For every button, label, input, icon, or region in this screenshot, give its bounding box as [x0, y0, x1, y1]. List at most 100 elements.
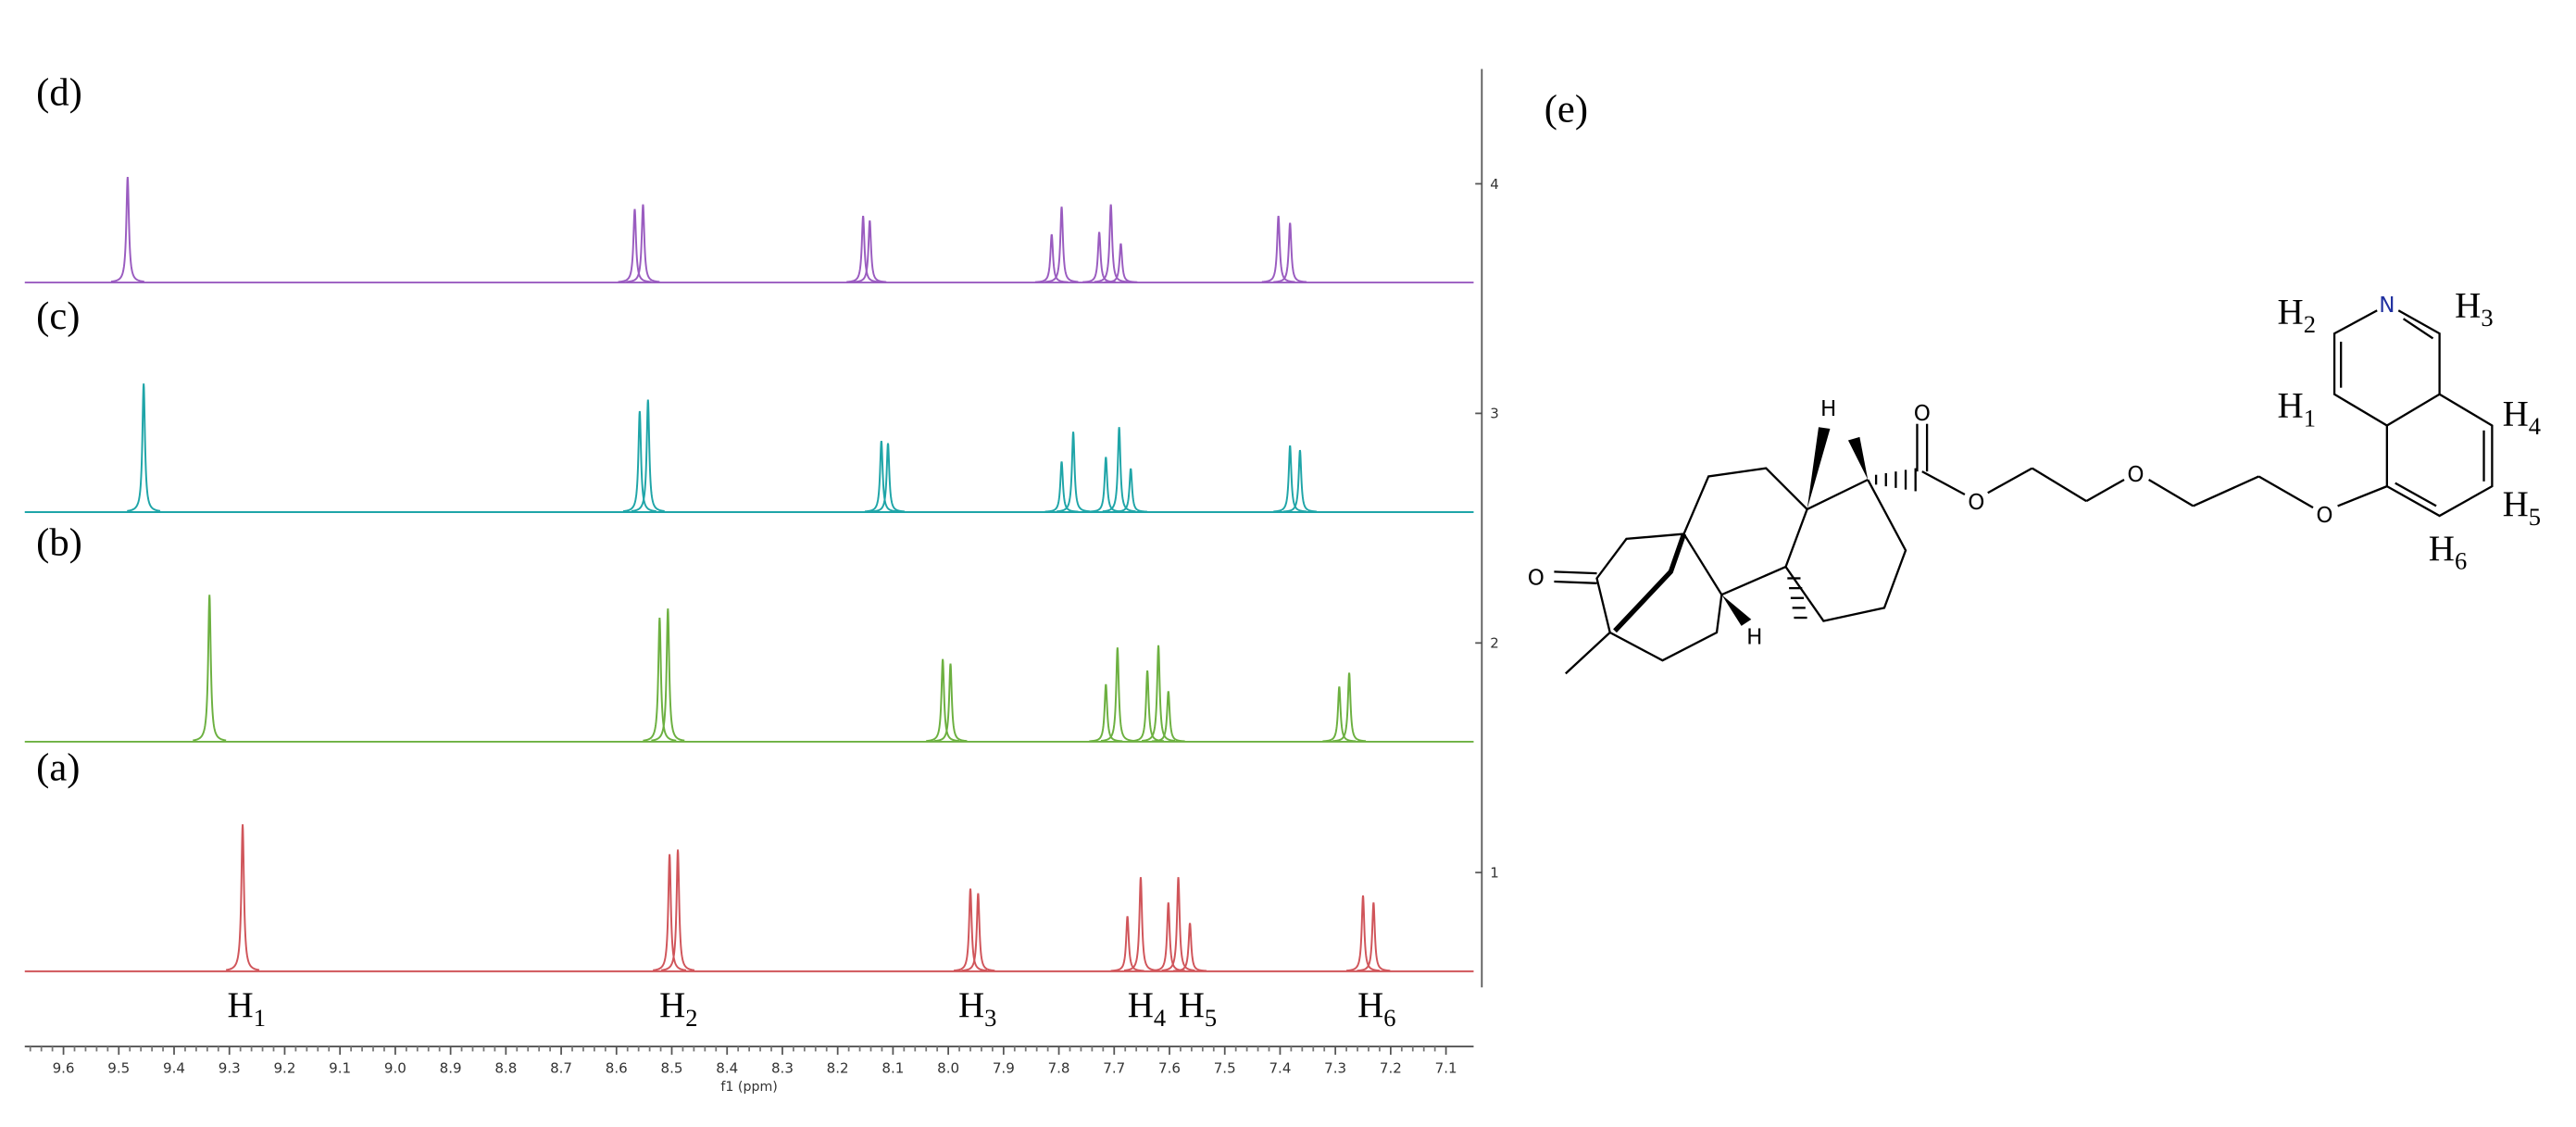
x-tick-label: 9.5: [107, 1059, 130, 1076]
peak: [1044, 207, 1079, 283]
peak-label: H4: [1128, 985, 1166, 1032]
peak-label: H6: [1357, 985, 1395, 1032]
x-tick-label: 9.2: [273, 1059, 295, 1076]
series-label: (d): [36, 71, 82, 115]
proton-label-sub: 3: [2481, 304, 2493, 332]
panel-label: (e): [1544, 87, 1588, 131]
peak: [661, 849, 695, 971]
peak: [1110, 916, 1144, 972]
x-tick-label: 9.3: [219, 1059, 241, 1076]
peak: [933, 663, 968, 743]
peak: [954, 888, 987, 972]
x-tick-label: 8.4: [716, 1059, 738, 1076]
peak: [1100, 647, 1134, 743]
peak: [1357, 902, 1391, 972]
peak: [643, 617, 677, 742]
peak: [1114, 468, 1148, 513]
peak: [1173, 922, 1207, 972]
peak-label-sub: 4: [1154, 1004, 1166, 1032]
peak-label-sub: 6: [1383, 1004, 1395, 1032]
proton-label-main: H: [2278, 292, 2304, 332]
x-tick-label: 8.3: [771, 1059, 794, 1076]
molecule: [1554, 309, 2494, 675]
proton-label: H2: [2278, 292, 2316, 338]
atom-label: H: [1746, 625, 1762, 649]
atom-label: O: [1914, 402, 1931, 426]
x-tick-label: 8.7: [550, 1059, 572, 1076]
atom-label: O: [1968, 491, 1984, 515]
x-tick-label: 9.6: [53, 1059, 75, 1076]
x-tick-label: 8.9: [440, 1059, 462, 1076]
atom-label: N: [2379, 294, 2395, 318]
proton-label: H6: [2429, 529, 2467, 575]
proton-label-main: H: [2503, 394, 2529, 433]
peak-label: H5: [1179, 985, 1217, 1032]
peak: [864, 441, 898, 513]
proton-label-sub: 6: [2455, 547, 2467, 575]
x-tick-label: 7.1: [1435, 1059, 1457, 1076]
peak: [961, 893, 995, 972]
x-tick-label: 9.0: [384, 1059, 406, 1076]
peak: [1346, 895, 1380, 972]
peak-label-main: H: [1128, 985, 1154, 1025]
proton-label-main: H: [2503, 484, 2529, 524]
peak: [1044, 461, 1079, 513]
peak-label-sub: 2: [685, 1004, 697, 1032]
x-tick-label: 7.4: [1269, 1059, 1291, 1076]
peak: [1322, 686, 1357, 743]
series-label: (a): [36, 746, 80, 790]
x-tick-label: 9.1: [329, 1059, 351, 1076]
x-tick-label: 7.5: [1214, 1059, 1236, 1076]
peak: [1151, 691, 1185, 743]
peak: [1089, 683, 1123, 743]
x-tick-label: 7.7: [1103, 1059, 1125, 1076]
peak-label-main: H: [659, 985, 685, 1025]
peak: [626, 204, 660, 283]
peak-label-sub: 5: [1205, 1004, 1217, 1032]
x-tick-label: 7.2: [1380, 1059, 1402, 1076]
peak: [1057, 432, 1091, 513]
atom-label: O: [2316, 504, 2332, 528]
peak: [622, 410, 657, 513]
proton-label-main: H: [2455, 285, 2481, 325]
peak: [870, 443, 906, 513]
peak: [1034, 233, 1069, 283]
peak-label-main: H: [1357, 985, 1383, 1025]
series-label: (c): [36, 294, 80, 338]
peak: [1273, 445, 1307, 513]
x-tick-label: 8.8: [494, 1059, 517, 1076]
proton-label-main: H: [2278, 386, 2304, 426]
proton-label: H4: [2503, 394, 2541, 440]
peak: [1273, 222, 1307, 283]
peak: [1261, 216, 1295, 283]
atom-label: O: [1528, 567, 1544, 591]
peak: [1094, 204, 1128, 283]
peak: [853, 220, 887, 283]
y-tick-label: 1: [1490, 865, 1499, 882]
peak: [618, 208, 652, 283]
peak: [225, 824, 260, 971]
x-axis-label: f1 (ppm): [720, 1080, 777, 1095]
peak-label-main: H: [228, 985, 254, 1025]
peak: [1282, 449, 1317, 513]
proton-label: H5: [2503, 484, 2541, 531]
peak-label-main: H: [1179, 985, 1205, 1025]
peak-label-sub: 1: [254, 1004, 266, 1032]
peak: [631, 399, 665, 512]
peak: [1332, 672, 1367, 743]
peak: [1123, 877, 1157, 971]
peak: [127, 383, 161, 512]
x-tick-label: 7.3: [1324, 1059, 1346, 1076]
peak-label: H1: [228, 985, 266, 1032]
x-tick-label: 9.4: [163, 1059, 185, 1076]
peak: [1082, 232, 1117, 283]
x-tick-label: 7.6: [1158, 1059, 1181, 1076]
peak: [1161, 877, 1195, 971]
proton-label-sub: 4: [2529, 412, 2541, 440]
peak-label-sub: 3: [984, 1004, 996, 1032]
peak: [653, 854, 687, 971]
y-tick-label: 4: [1490, 176, 1499, 193]
peak: [193, 595, 227, 742]
atom-label: O: [2127, 463, 2144, 487]
